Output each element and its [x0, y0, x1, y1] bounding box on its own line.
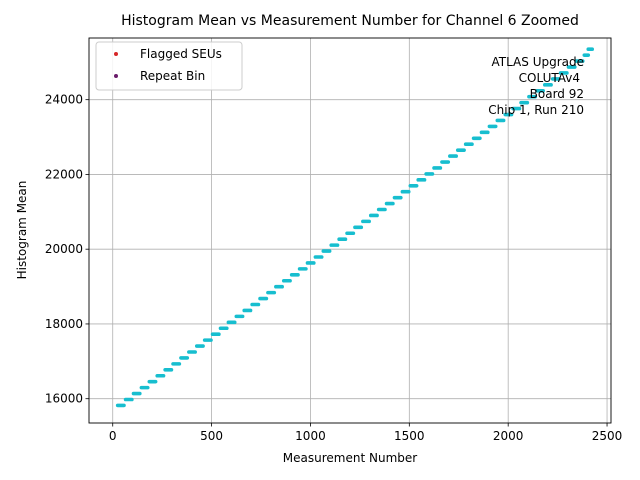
legend-label-flagged-seus: Flagged SEUs	[140, 47, 222, 61]
legend-marker-flagged-seus	[114, 52, 118, 56]
y-tick-label: 16000	[45, 392, 83, 406]
y-axis-label: Histogram Mean	[15, 181, 29, 280]
plot-frame	[88, 37, 612, 424]
legend-box	[95, 41, 243, 91]
x-axis-label: Measurement Number	[283, 451, 417, 465]
x-tick-label: 0	[109, 429, 117, 443]
annotation-line-1: ATLAS Upgrade	[491, 55, 584, 69]
x-tick-label: 1000	[295, 429, 326, 443]
legend-marker-repeat-bin	[114, 74, 118, 78]
y-tick-label: 22000	[45, 167, 83, 181]
annotation-line-2: COLUTAv4	[519, 71, 580, 85]
legend: Flagged SEUs Repeat Bin	[95, 41, 243, 91]
x-tick-label: 1500	[394, 429, 425, 443]
y-tick-label: 24000	[45, 93, 83, 107]
chart-title: Histogram Mean vs Measurement Number for…	[121, 13, 579, 29]
y-tick-label: 20000	[45, 242, 83, 256]
y-axis: 16000 18000 20000 22000 24000	[45, 93, 89, 406]
x-tick-label: 2000	[493, 429, 524, 443]
legend-label-repeat-bin: Repeat Bin	[140, 69, 205, 83]
annotation-line-4: Chip 1, Run 210	[488, 103, 584, 117]
x-axis: 0 500 1000 1500 2000 2500	[109, 423, 622, 443]
x-tick-label: 2500	[592, 429, 623, 443]
x-tick-label: 500	[200, 429, 223, 443]
annotation-line-3: Board 92	[530, 87, 584, 101]
y-tick-label: 18000	[45, 317, 83, 331]
annotation: ATLAS Upgrade COLUTAv4 Board 92 Chip 1, …	[488, 55, 584, 117]
grid-lines	[89, 38, 611, 423]
data-series	[115, 47, 595, 408]
